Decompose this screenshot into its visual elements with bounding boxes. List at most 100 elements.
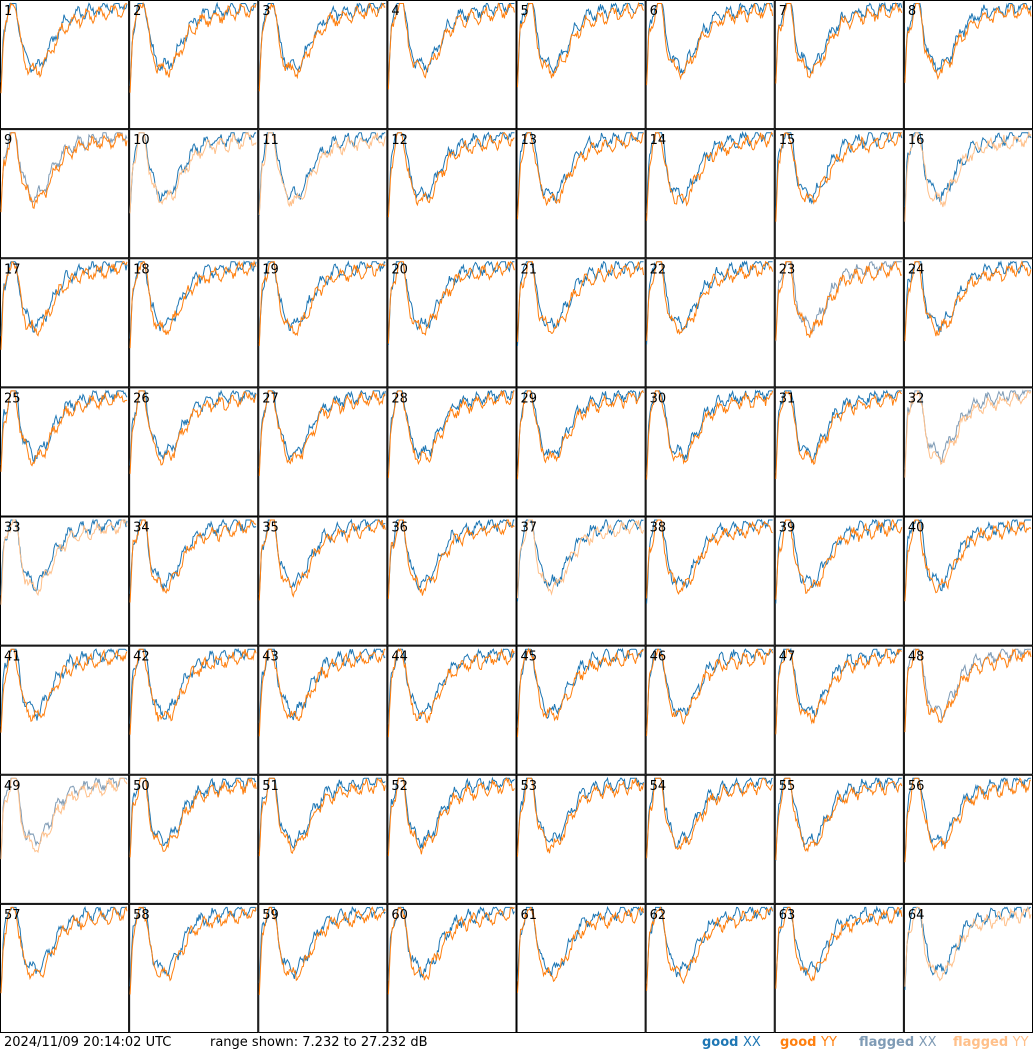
panel-frame [129, 645, 259, 775]
series-yy [258, 906, 386, 995]
series-yy [387, 2, 515, 90]
series-yy [517, 777, 644, 857]
panel-label: 6 [650, 4, 658, 19]
panel-33: 33 [0, 516, 130, 646]
panel-25: 25 [0, 387, 130, 517]
series-yy [517, 647, 644, 738]
panel-6: 6 [645, 0, 775, 130]
series-yy [517, 1, 644, 88]
panel-63: 63 [774, 903, 904, 1033]
panel-frame [774, 903, 904, 1033]
panel-label: 22 [650, 262, 667, 277]
panel-label: 21 [521, 262, 538, 277]
series-yy [646, 777, 774, 859]
panel-frame [774, 387, 904, 517]
series-xx [387, 3, 515, 88]
panel-9: 9 [0, 129, 130, 259]
series-yy [0, 261, 128, 350]
series-yy [129, 390, 257, 474]
panel-frame [387, 774, 517, 904]
series-yy [775, 777, 903, 861]
series-xx [904, 648, 1031, 733]
series-yy [646, 260, 774, 341]
panel-label: 11 [262, 133, 279, 148]
series-xx [387, 131, 515, 218]
series-xx [0, 132, 128, 209]
panel-frame [0, 258, 130, 388]
panel-label: 1 [4, 4, 12, 19]
panel-50: 50 [129, 774, 259, 904]
panel-2: 2 [129, 0, 259, 130]
series-yy [904, 906, 1032, 987]
panel-frame [387, 0, 517, 130]
panel-label: 34 [133, 521, 150, 536]
series-yy [258, 648, 386, 737]
panel-frame [0, 645, 130, 775]
timestamp: 2024/11/09 20:14:02 UTC [4, 1035, 172, 1050]
panel-frame [387, 387, 517, 517]
panel-frame [387, 258, 517, 388]
series-xx [258, 2, 386, 88]
panel-frame [129, 258, 259, 388]
legend-flagged-yy: flagged YY [953, 1035, 1029, 1050]
panel-label: 52 [391, 779, 408, 794]
panel-label: 53 [521, 779, 538, 794]
panel-label: 62 [650, 908, 667, 923]
panel-5: 5 [516, 0, 646, 130]
series-yy [258, 132, 386, 216]
series-yy [904, 519, 1032, 602]
series-xx [775, 518, 902, 604]
panel-frame [258, 0, 388, 130]
panel-label: 61 [521, 908, 538, 923]
panel-label: 16 [908, 133, 925, 148]
panel-frame [0, 0, 130, 130]
panel-label: 32 [908, 391, 925, 406]
series-yy [646, 648, 774, 737]
panel-label: 14 [650, 133, 667, 148]
panel-frame [387, 516, 517, 646]
panel-3: 3 [258, 0, 388, 130]
panel-label: 46 [650, 650, 667, 665]
panel-label: 56 [908, 779, 925, 794]
series-xx [387, 389, 515, 472]
series-yy [517, 390, 644, 480]
series-yy [258, 261, 386, 346]
series-xx [129, 1, 257, 86]
series-xx [775, 647, 902, 733]
panel-label: 48 [908, 650, 925, 665]
panel-label: 24 [908, 262, 925, 277]
panel-frame [387, 903, 517, 1033]
panel-label: 64 [908, 908, 925, 923]
series-xx [517, 390, 644, 475]
panel-17: 17 [0, 258, 130, 388]
series-xx [904, 2, 1032, 78]
series-yy [387, 519, 515, 599]
panel-7: 7 [774, 0, 904, 130]
legend-good-xx: good XX [702, 1035, 761, 1050]
panel-51: 51 [258, 774, 388, 904]
panel-8: 8 [903, 0, 1033, 130]
panel-frame [774, 645, 904, 775]
panel-label: 45 [521, 650, 538, 665]
series-yy [129, 777, 257, 858]
series-yy [904, 648, 1032, 733]
panel-frame [645, 387, 775, 517]
panel-label: 44 [391, 650, 408, 665]
panel-frame [0, 774, 130, 904]
panel-frame [516, 387, 646, 517]
panel-label: 49 [4, 779, 21, 794]
panel-60: 60 [387, 903, 517, 1033]
panel-frame [903, 645, 1033, 775]
panel-label: 15 [779, 133, 796, 148]
panel-47: 47 [774, 645, 904, 775]
panel-frame [774, 774, 904, 904]
series-yy [129, 259, 257, 349]
panel-label: 38 [650, 521, 667, 536]
panel-frame [0, 129, 130, 259]
panel-frame [774, 516, 904, 646]
series-xx [646, 776, 773, 858]
panel-46: 46 [645, 645, 775, 775]
series-yy [646, 131, 774, 221]
panel-frame [903, 387, 1033, 517]
